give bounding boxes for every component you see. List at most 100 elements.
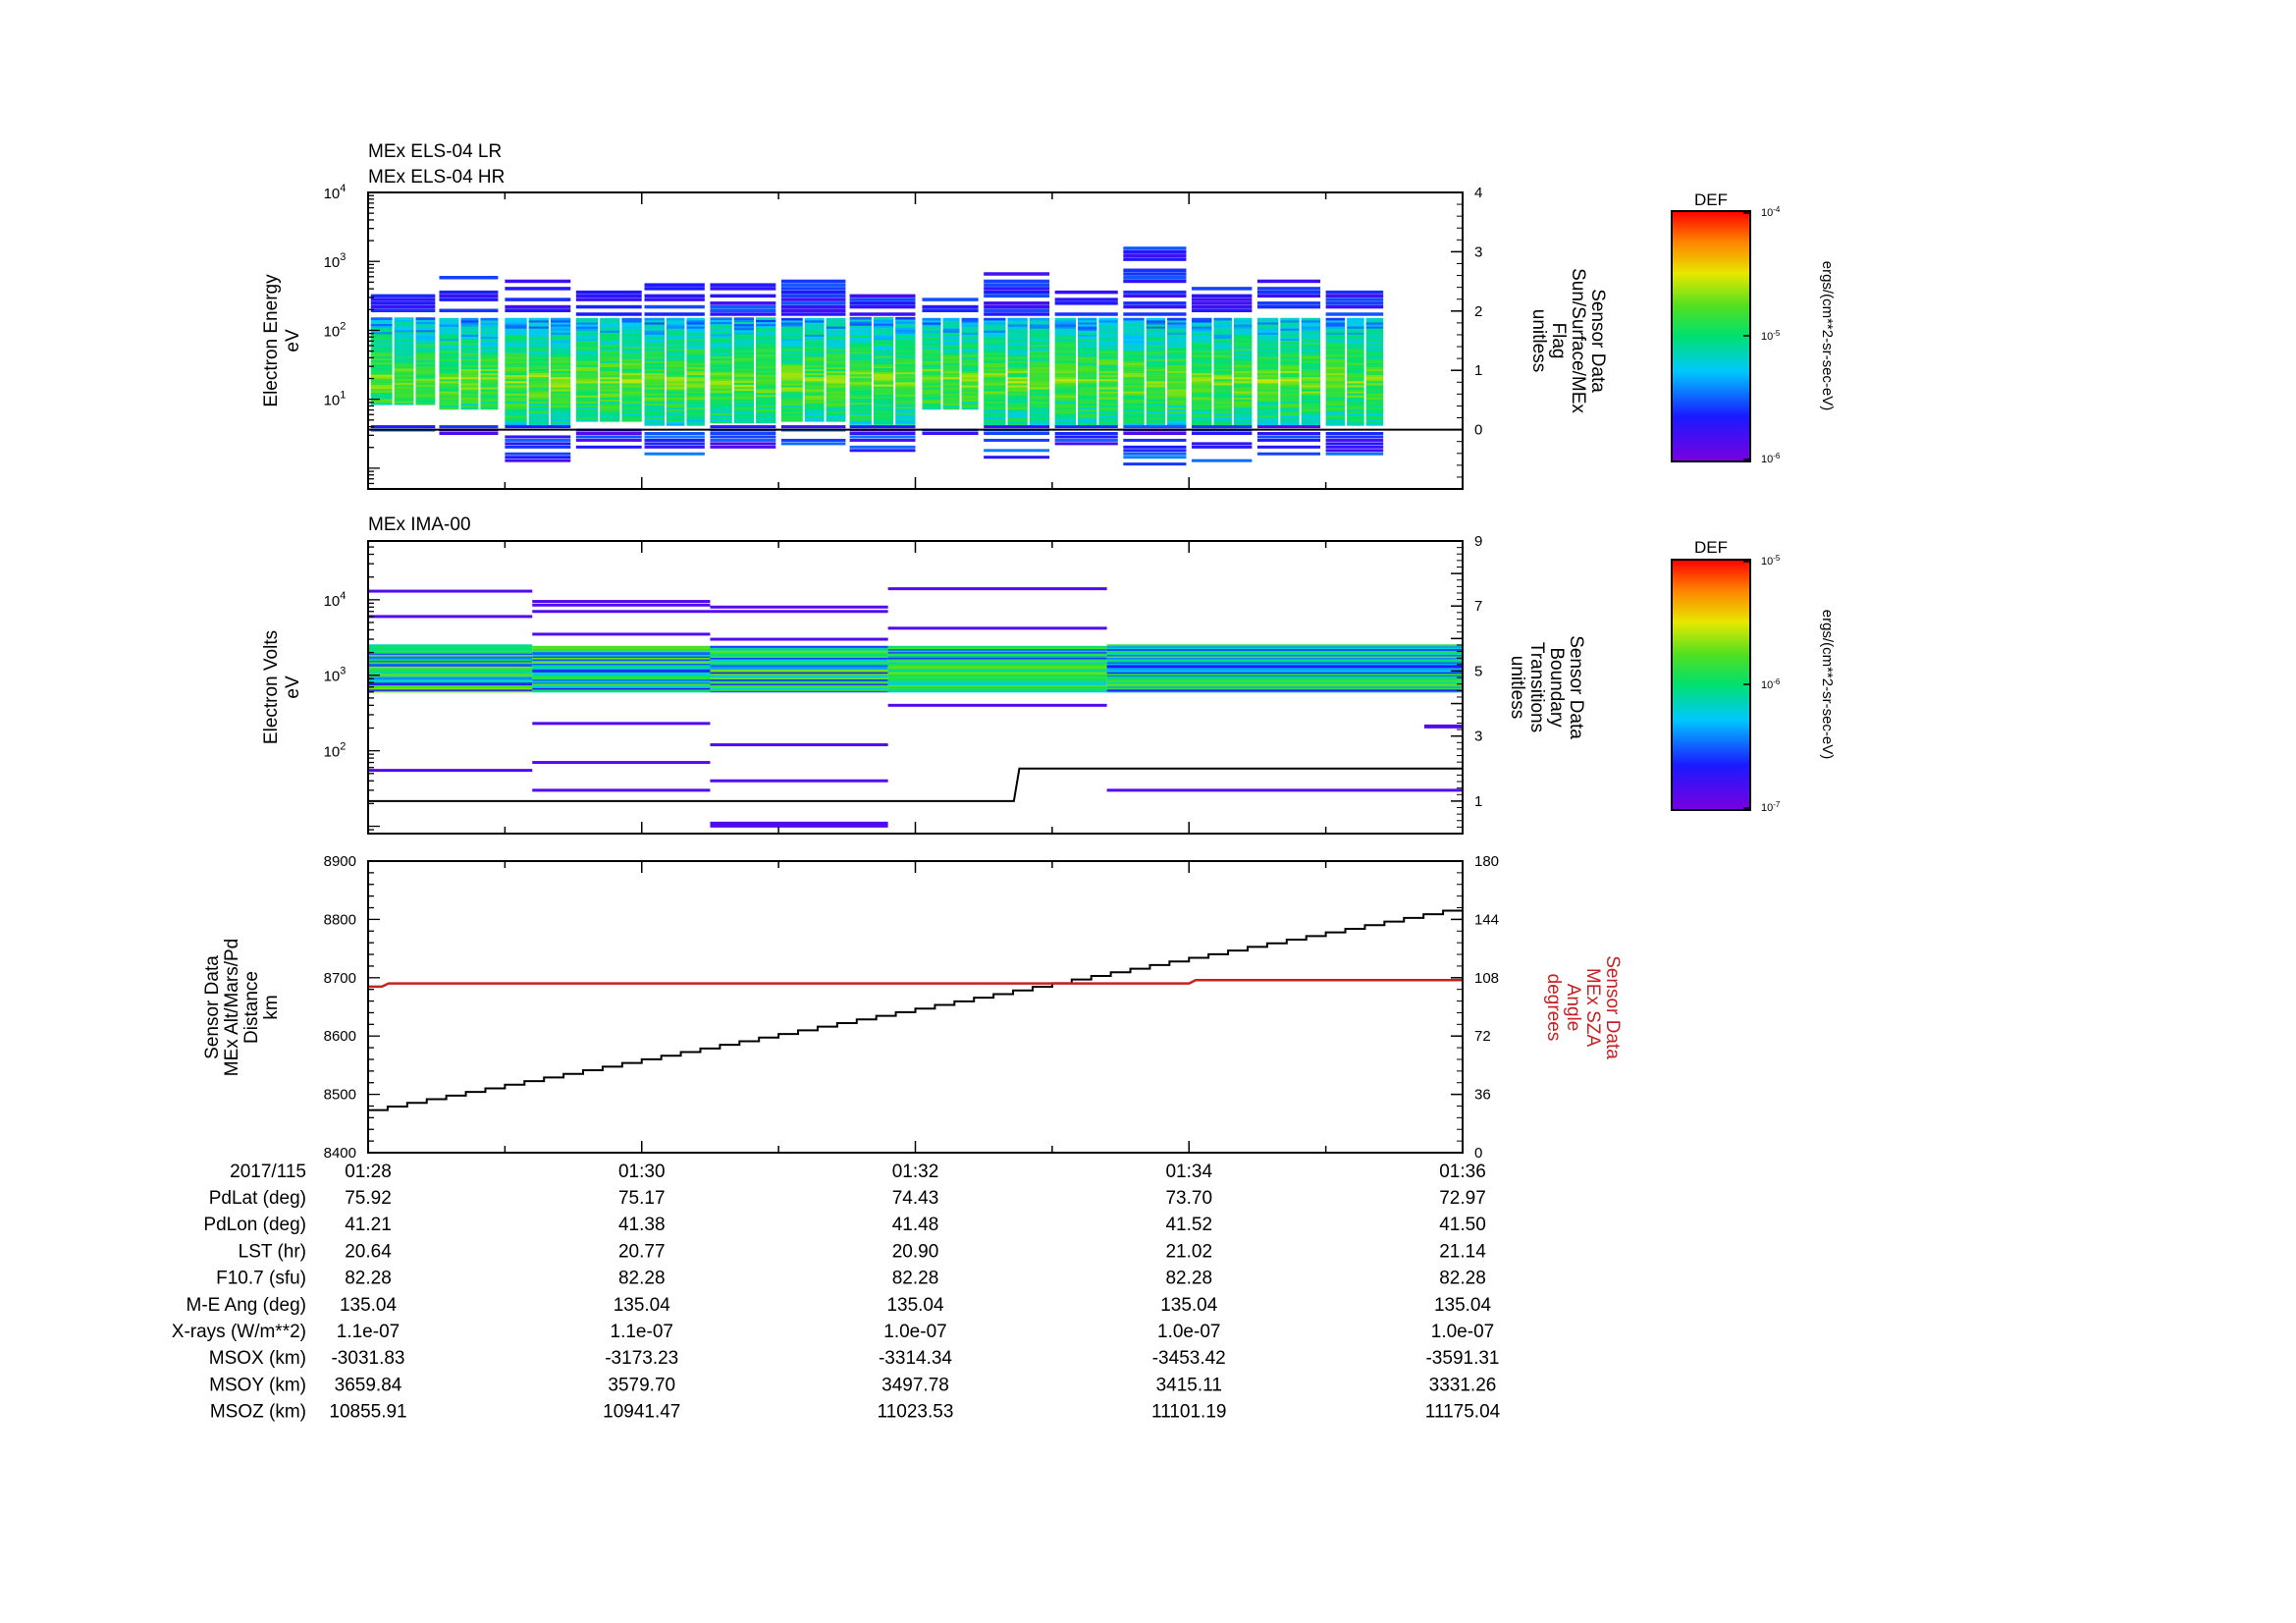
els-cell xyxy=(1365,344,1384,348)
els-cell xyxy=(1301,399,1321,402)
els-stripe xyxy=(1054,425,1118,429)
els-cell xyxy=(460,389,479,392)
ima-cell xyxy=(368,663,533,666)
els-cell xyxy=(575,352,599,355)
els-cell xyxy=(480,336,499,340)
els-stripe xyxy=(575,438,642,442)
els-cell xyxy=(1233,376,1253,380)
els-cell xyxy=(710,410,732,413)
els-cell xyxy=(1078,401,1097,405)
els-cell xyxy=(942,364,960,367)
els-cell xyxy=(849,422,872,425)
els-cell xyxy=(733,418,755,422)
els-cell xyxy=(1233,378,1253,382)
ima-colorbar-tick: 10-7 xyxy=(1761,800,1781,814)
els-cell xyxy=(505,399,527,402)
els-cell xyxy=(756,359,776,363)
els-cell xyxy=(849,420,872,423)
els-cell xyxy=(370,394,393,398)
els-cell xyxy=(1167,344,1187,348)
els-cell xyxy=(1256,401,1279,405)
els-stripe xyxy=(505,298,571,301)
els-stripe xyxy=(1123,294,1187,298)
els-cell xyxy=(1280,410,1300,414)
els-cell xyxy=(1347,405,1364,408)
els-cell xyxy=(942,358,960,361)
els-cell xyxy=(1123,340,1145,344)
els-cell xyxy=(1233,380,1253,384)
els-cell xyxy=(804,393,825,396)
els-stripe xyxy=(849,435,916,439)
els-stripe xyxy=(780,442,846,446)
els-cell xyxy=(1233,414,1253,418)
els-cell xyxy=(710,352,732,355)
els-cell xyxy=(756,363,776,367)
els-cell xyxy=(1146,317,1166,321)
ima-cell xyxy=(368,684,533,687)
els-cell xyxy=(600,340,620,344)
els-cell xyxy=(600,406,620,410)
els-cell xyxy=(370,398,393,402)
els-cell xyxy=(984,340,1006,344)
els-cell xyxy=(1054,319,1077,323)
els-cell xyxy=(1256,358,1279,361)
els-cell xyxy=(780,382,803,386)
els-cell xyxy=(961,319,979,323)
els-cell xyxy=(686,382,705,386)
els-cell xyxy=(1167,414,1187,418)
els-cell xyxy=(480,324,499,327)
els-cell xyxy=(1325,386,1346,390)
els-cell xyxy=(873,345,894,349)
els-cell xyxy=(1078,374,1097,378)
els-cell xyxy=(942,319,960,323)
ima-cell xyxy=(887,673,1107,676)
els-cell xyxy=(849,359,872,362)
ima-cell xyxy=(710,658,888,661)
els-cell xyxy=(756,398,776,402)
els-cell xyxy=(873,337,894,341)
els-cell xyxy=(439,405,459,408)
els-cell xyxy=(733,363,755,367)
els-cell xyxy=(1347,317,1364,321)
els-cell xyxy=(1146,397,1166,400)
y2-tick-label: 144 xyxy=(1474,911,1499,928)
els-cell xyxy=(961,378,979,382)
els-cell xyxy=(1256,370,1279,374)
els-cell xyxy=(1213,344,1232,348)
els-cell xyxy=(733,402,755,406)
els-cell xyxy=(575,353,599,357)
els-cell xyxy=(1347,372,1364,376)
els-cell xyxy=(804,360,825,363)
els-cell xyxy=(1146,403,1166,406)
els-cell xyxy=(1213,317,1232,321)
els-cell xyxy=(550,420,571,424)
els-cell xyxy=(849,418,872,421)
els-cell xyxy=(710,365,732,369)
ima-cell xyxy=(368,667,533,670)
els-cell xyxy=(1233,364,1253,367)
els-cell xyxy=(895,337,916,341)
ephemeris-cell: 3659.84 xyxy=(335,1375,402,1395)
ephemeris-cell: 41.52 xyxy=(1165,1215,1212,1235)
els-cell xyxy=(686,317,705,321)
els-cell xyxy=(550,344,571,348)
els-cell xyxy=(686,384,705,388)
els-cell xyxy=(1029,408,1050,412)
els-cell xyxy=(1325,317,1346,321)
els-cell xyxy=(1054,368,1077,371)
els-cell xyxy=(505,342,527,346)
els-cell xyxy=(733,378,755,381)
els-cell xyxy=(942,344,960,348)
els-cell xyxy=(1054,412,1077,416)
els-cell xyxy=(1054,382,1077,386)
els-cell xyxy=(550,336,571,339)
ima-line xyxy=(710,779,888,783)
els-cell xyxy=(644,326,665,329)
ephemeris-cell: -3453.42 xyxy=(1152,1348,1226,1369)
els-cell xyxy=(1146,382,1166,386)
els-cell xyxy=(480,386,499,390)
els-cell xyxy=(849,353,872,356)
els-cell xyxy=(922,352,941,355)
els-cell xyxy=(550,418,571,422)
time-axis-labels: 2017/115 01:28 01:30 01:32 01:34 01:36 xyxy=(230,1162,1486,1182)
